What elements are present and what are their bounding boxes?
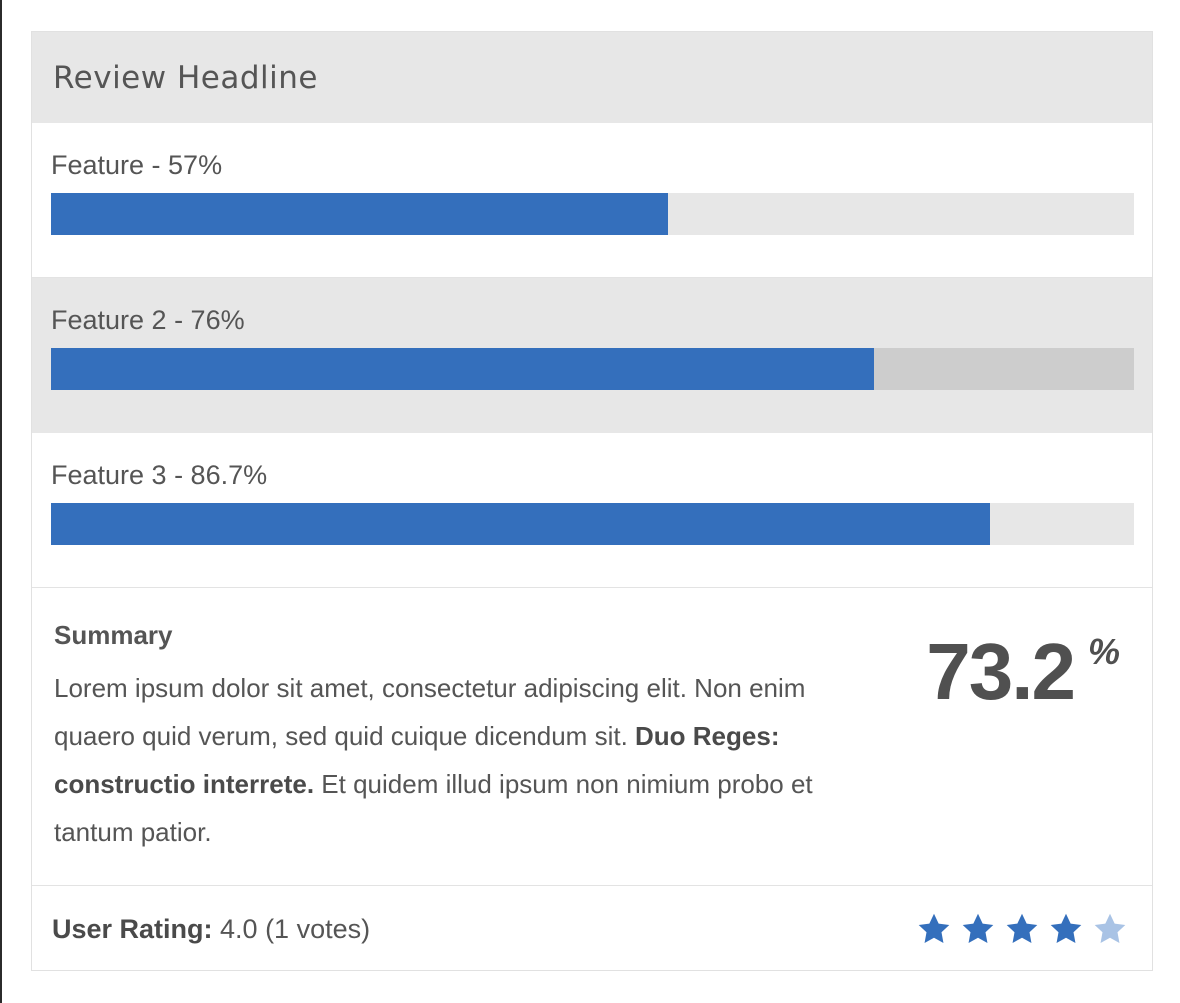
- summary-text-part2: Et quidem illud ipsum non nimium probo e…: [54, 769, 813, 847]
- user-rating-value: 4.0 (1 votes): [212, 913, 371, 944]
- feature-bar-track: [51, 503, 1134, 545]
- summary-text-bold: Duo Reges: constructio interrete.: [54, 721, 780, 799]
- star-icon[interactable]: [1048, 911, 1084, 947]
- feature-row-2: Feature 2 - 76%: [32, 278, 1152, 433]
- score-unit: %: [1087, 631, 1120, 672]
- user-rating-text: User Rating: 4.0 (1 votes): [52, 914, 370, 945]
- feature-bar-fill: [51, 193, 669, 235]
- review-box: Review Headline Feature - 57% Feature 2 …: [31, 31, 1153, 971]
- user-rating-row: User Rating: 4.0 (1 votes): [32, 886, 1152, 972]
- feature-bar-fill: [51, 503, 990, 545]
- review-headline: Review Headline: [53, 59, 318, 96]
- score-value: 73.2: [926, 627, 1076, 716]
- summary-title: Summary: [54, 620, 173, 650]
- star-icon[interactable]: [960, 911, 996, 947]
- feature-label: Feature 3 - 86.7%: [51, 460, 268, 490]
- feature-row-3: Feature 3 - 86.7%: [32, 433, 1152, 588]
- headline-bar: Review Headline: [32, 32, 1152, 123]
- star-icon[interactable]: [1092, 911, 1128, 947]
- feature-bar-track: [51, 193, 1134, 235]
- summary-section: Summary Lorem ipsum dolor sit amet, cons…: [32, 588, 1152, 886]
- summary-text: Lorem ipsum dolor sit amet, consectetur …: [54, 664, 824, 856]
- summary-text-part1: Lorem ipsum dolor sit amet, consectetur …: [54, 673, 806, 751]
- star-icon[interactable]: [916, 911, 952, 947]
- left-border-line: [0, 0, 2, 1003]
- user-rating-label: User Rating:: [52, 913, 213, 944]
- overall-score: 73.2 %: [926, 632, 1120, 712]
- feature-bar-track: [51, 348, 1134, 390]
- feature-label: Feature - 57%: [51, 150, 223, 180]
- star-icon[interactable]: [1004, 911, 1040, 947]
- star-rating[interactable]: [916, 911, 1128, 947]
- feature-label: Feature 2 - 76%: [51, 305, 245, 335]
- feature-row-1: Feature - 57%: [32, 123, 1152, 278]
- feature-bar-fill: [51, 348, 875, 390]
